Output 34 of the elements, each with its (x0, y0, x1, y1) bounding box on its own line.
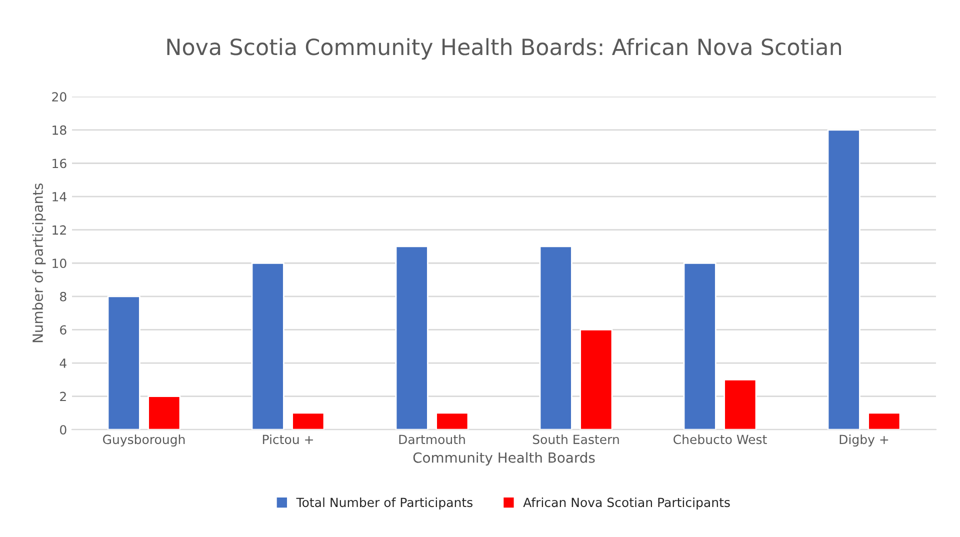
x-tick-label: Digby + (840, 434, 888, 447)
bar (251, 262, 284, 430)
bar (436, 412, 469, 430)
legend-label: African Nova Scotian Participants (523, 497, 730, 510)
bar (539, 246, 572, 430)
y-tick-label: 6 (60, 325, 66, 335)
x-tick-label: Pictou + (262, 434, 313, 444)
y-tick-label: 2 (60, 392, 66, 402)
x-axis-title: Community Health Boards (413, 452, 595, 466)
y-tick-label: 8 (60, 292, 66, 302)
y-tick-label: 10 (52, 258, 66, 268)
bar (148, 396, 181, 430)
bar (107, 296, 140, 430)
bar (827, 129, 860, 430)
bar (292, 412, 325, 430)
bar (868, 412, 901, 430)
x-tick-label: Guysborough (103, 434, 185, 447)
y-tick-label: 12 (52, 225, 66, 235)
bar (683, 262, 716, 430)
y-tick-label: 4 (60, 358, 66, 368)
x-tick-label: South Eastern (532, 434, 619, 444)
bar (395, 246, 428, 430)
y-tick-label: 20 (52, 92, 66, 102)
y-tick-label: 0 (60, 425, 66, 435)
y-tick-label: 18 (52, 125, 66, 135)
y-tick-label: 14 (52, 192, 66, 202)
bar (580, 329, 613, 430)
bar (724, 378, 757, 430)
legend-label: Total Number of Participants (296, 497, 472, 510)
y-axis-title: Number of participants (32, 183, 46, 342)
x-tick-label: Dartmouth (399, 434, 465, 444)
chart-title: Nova Scotia Community Health Boards: African Nova Scotian (167, 38, 841, 60)
y-tick-label: 16 (52, 158, 66, 168)
x-tick-label: Chebucto West (674, 434, 767, 444)
